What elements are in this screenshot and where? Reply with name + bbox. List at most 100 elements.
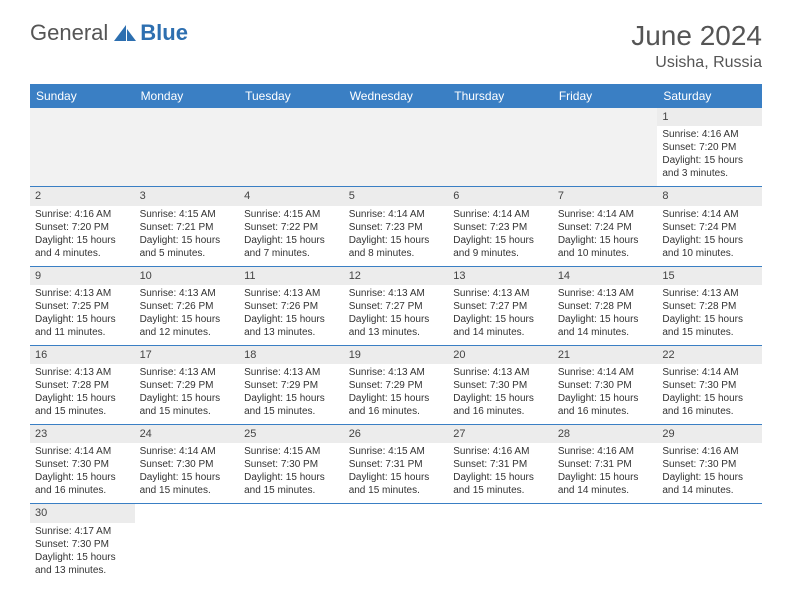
calendar-cell: 4Sunrise: 4:15 AMSunset: 7:22 PMDaylight… [239,187,344,266]
sunset-text: Sunset: 7:25 PM [35,300,130,313]
day-number: 24 [135,425,240,443]
calendar-row: 2Sunrise: 4:16 AMSunset: 7:20 PMDaylight… [30,187,762,266]
sunset-text: Sunset: 7:20 PM [35,221,130,234]
daylight-text: and 14 minutes. [558,484,653,497]
daylight-text: and 16 minutes. [662,405,757,418]
calendar-cell [239,504,344,583]
daylight-text: and 16 minutes. [349,405,444,418]
sunrise-text: Sunrise: 4:13 AM [140,287,235,300]
calendar-row: 1Sunrise: 4:16 AMSunset: 7:20 PMDaylight… [30,108,762,187]
calendar-cell: 12Sunrise: 4:13 AMSunset: 7:27 PMDayligh… [344,266,449,345]
daylight-text: Daylight: 15 hours [558,234,653,247]
daylight-text: Daylight: 15 hours [244,234,339,247]
daylight-text: and 4 minutes. [35,247,130,260]
daylight-text: and 14 minutes. [558,326,653,339]
calendar-cell: 17Sunrise: 4:13 AMSunset: 7:29 PMDayligh… [135,345,240,424]
calendar-cell: 13Sunrise: 4:13 AMSunset: 7:27 PMDayligh… [448,266,553,345]
sunset-text: Sunset: 7:23 PM [349,221,444,234]
daylight-text: Daylight: 15 hours [349,313,444,326]
sunrise-text: Sunrise: 4:15 AM [349,445,444,458]
daylight-text: Daylight: 15 hours [453,471,548,484]
sunrise-text: Sunrise: 4:16 AM [662,445,757,458]
calendar-cell [448,108,553,187]
sunset-text: Sunset: 7:30 PM [662,458,757,471]
daylight-text: Daylight: 15 hours [453,392,548,405]
sunrise-text: Sunrise: 4:15 AM [140,208,235,221]
day-number: 4 [239,187,344,205]
sunset-text: Sunset: 7:24 PM [662,221,757,234]
day-number: 25 [239,425,344,443]
sunset-text: Sunset: 7:20 PM [662,141,757,154]
day-number: 14 [553,267,658,285]
calendar-cell: 10Sunrise: 4:13 AMSunset: 7:26 PMDayligh… [135,266,240,345]
daylight-text: and 5 minutes. [140,247,235,260]
day-number: 28 [553,425,658,443]
day-number: 5 [344,187,449,205]
daylight-text: and 12 minutes. [140,326,235,339]
weekday-header: Friday [553,84,658,108]
sunset-text: Sunset: 7:29 PM [244,379,339,392]
sunset-text: Sunset: 7:29 PM [349,379,444,392]
daylight-text: and 3 minutes. [662,167,757,180]
sunrise-text: Sunrise: 4:14 AM [35,445,130,458]
sunset-text: Sunset: 7:30 PM [244,458,339,471]
sunrise-text: Sunrise: 4:16 AM [662,128,757,141]
daylight-text: Daylight: 15 hours [558,313,653,326]
calendar-cell [135,108,240,187]
daylight-text: Daylight: 15 hours [35,392,130,405]
sunset-text: Sunset: 7:31 PM [453,458,548,471]
daylight-text: and 15 minutes. [244,405,339,418]
sunset-text: Sunset: 7:27 PM [453,300,548,313]
daylight-text: and 14 minutes. [662,484,757,497]
day-number: 16 [30,346,135,364]
daylight-text: Daylight: 15 hours [35,471,130,484]
calendar-cell: 7Sunrise: 4:14 AMSunset: 7:24 PMDaylight… [553,187,658,266]
daylight-text: and 16 minutes. [558,405,653,418]
day-number: 9 [30,267,135,285]
calendar-cell [30,108,135,187]
day-number: 20 [448,346,553,364]
calendar-cell: 19Sunrise: 4:13 AMSunset: 7:29 PMDayligh… [344,345,449,424]
sunrise-text: Sunrise: 4:13 AM [453,366,548,379]
daylight-text: and 15 minutes. [140,405,235,418]
day-number: 8 [657,187,762,205]
calendar-cell: 29Sunrise: 4:16 AMSunset: 7:30 PMDayligh… [657,425,762,504]
sunrise-text: Sunrise: 4:13 AM [349,287,444,300]
header: General Blue June 2024 Usisha, Russia [30,20,762,72]
daylight-text: Daylight: 15 hours [453,234,548,247]
daylight-text: Daylight: 15 hours [35,234,130,247]
calendar-cell [657,504,762,583]
calendar-cell: 28Sunrise: 4:16 AMSunset: 7:31 PMDayligh… [553,425,658,504]
weekday-header: Saturday [657,84,762,108]
daylight-text: and 15 minutes. [244,484,339,497]
weekday-header: Monday [135,84,240,108]
calendar-cell: 9Sunrise: 4:13 AMSunset: 7:25 PMDaylight… [30,266,135,345]
calendar-cell: 26Sunrise: 4:15 AMSunset: 7:31 PMDayligh… [344,425,449,504]
calendar-cell: 20Sunrise: 4:13 AMSunset: 7:30 PMDayligh… [448,345,553,424]
sunset-text: Sunset: 7:30 PM [35,458,130,471]
sunrise-text: Sunrise: 4:14 AM [662,208,757,221]
calendar-cell: 22Sunrise: 4:14 AMSunset: 7:30 PMDayligh… [657,345,762,424]
daylight-text: Daylight: 15 hours [662,392,757,405]
sunrise-text: Sunrise: 4:13 AM [35,366,130,379]
sunset-text: Sunset: 7:21 PM [140,221,235,234]
sunrise-text: Sunrise: 4:16 AM [453,445,548,458]
day-number: 22 [657,346,762,364]
day-number: 3 [135,187,240,205]
daylight-text: and 15 minutes. [35,405,130,418]
calendar-cell: 23Sunrise: 4:14 AMSunset: 7:30 PMDayligh… [30,425,135,504]
daylight-text: Daylight: 15 hours [140,392,235,405]
calendar-cell [553,504,658,583]
daylight-text: Daylight: 15 hours [35,313,130,326]
daylight-text: Daylight: 15 hours [349,234,444,247]
sunrise-text: Sunrise: 4:13 AM [453,287,548,300]
sunrise-text: Sunrise: 4:13 AM [244,287,339,300]
sunrise-text: Sunrise: 4:13 AM [244,366,339,379]
logo-text-blue: Blue [140,20,188,46]
daylight-text: Daylight: 15 hours [244,471,339,484]
calendar-cell: 5Sunrise: 4:14 AMSunset: 7:23 PMDaylight… [344,187,449,266]
calendar-cell: 11Sunrise: 4:13 AMSunset: 7:26 PMDayligh… [239,266,344,345]
daylight-text: and 15 minutes. [349,484,444,497]
calendar-cell: 14Sunrise: 4:13 AMSunset: 7:28 PMDayligh… [553,266,658,345]
calendar-row: 23Sunrise: 4:14 AMSunset: 7:30 PMDayligh… [30,425,762,504]
